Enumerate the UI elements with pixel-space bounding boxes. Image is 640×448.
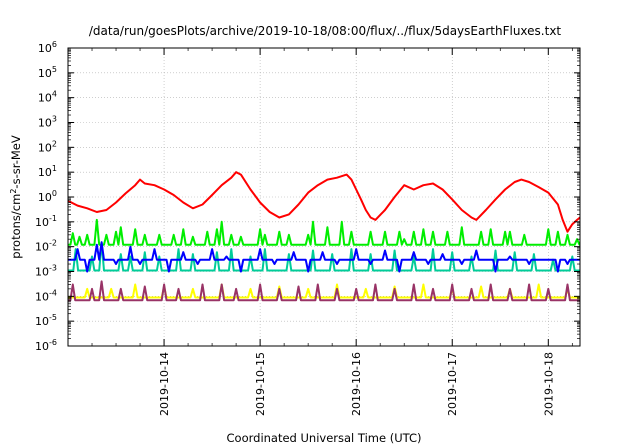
series-line <box>68 280 580 302</box>
x-axis-label: Coordinated Universal Time (UTC) <box>227 431 422 445</box>
x-tick-label: 2019-10-18 <box>542 352 555 416</box>
y-tick-label: 103 <box>38 115 57 130</box>
x-tick-label: 2019-10-16 <box>350 352 363 416</box>
series-line <box>68 241 580 272</box>
y-tick-label: 106 <box>38 40 57 55</box>
y-tick-label: 10-3 <box>35 264 57 279</box>
y-tick-label: 100 <box>38 189 57 204</box>
grid-lines <box>68 48 580 346</box>
x-tick-label: 2019-10-14 <box>158 352 171 416</box>
x-axis: 2019-10-14 2019-10-15 2019-10-16 2019-10-17… <box>91 48 573 416</box>
series-line <box>68 283 580 299</box>
x-tick-label: 2019-10-17 <box>446 352 459 416</box>
y-tick-label: 10-5 <box>35 313 57 328</box>
chart-title: /data/run/goesPlots/archive/2019-10-18/0… <box>89 24 562 38</box>
series-layer <box>67 171 581 302</box>
y-axis-label: protons/cm2-s-sr-MeV <box>9 135 23 259</box>
y-tick-label: 10-1 <box>35 214 57 229</box>
y-tick-label: 104 <box>38 90 57 105</box>
series-line <box>67 171 581 233</box>
series-line <box>68 241 580 273</box>
x-tick-label: 2019-10-15 <box>254 352 267 416</box>
y-tick-label: 102 <box>38 139 57 154</box>
y-tick-label: 10-6 <box>35 338 57 353</box>
y-tick-label: 10-4 <box>35 288 57 303</box>
y-tick-label: 101 <box>38 164 57 179</box>
series-line <box>68 218 581 246</box>
y-tick-label: 105 <box>38 65 57 80</box>
y-tick-label: 10-2 <box>35 239 57 254</box>
